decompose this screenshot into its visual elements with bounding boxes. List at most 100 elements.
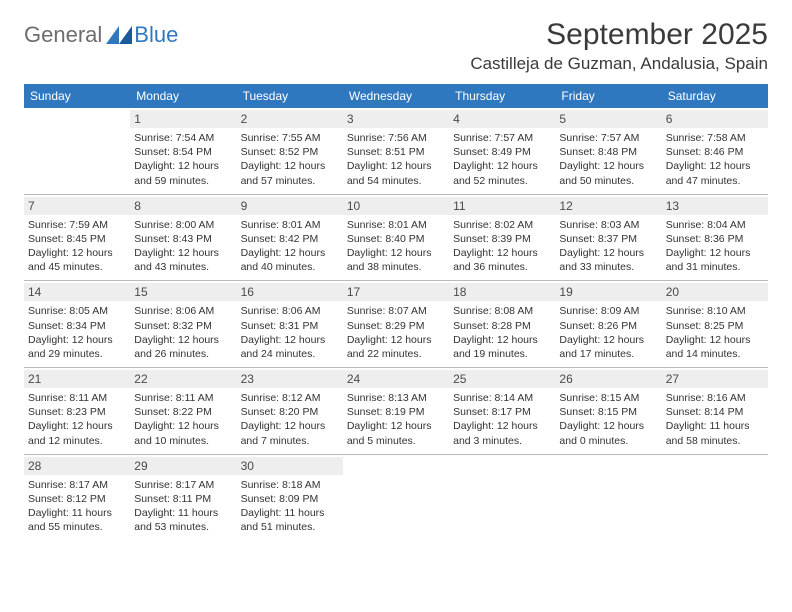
sunrise-line: Sunrise: 7:54 AM [134, 131, 232, 145]
daylight-line: Daylight: 11 hours [241, 506, 339, 520]
weekday-tuesday: Tuesday [237, 84, 343, 108]
sunset-line: Sunset: 8:49 PM [453, 145, 551, 159]
daylight-line: Daylight: 12 hours [241, 159, 339, 173]
logo-mark-icon [106, 26, 132, 44]
day-cell: 24Sunrise: 8:13 AMSunset: 8:19 PMDayligh… [343, 368, 449, 454]
daylight-line: Daylight: 12 hours [241, 419, 339, 433]
sunrise-line: Sunrise: 8:07 AM [347, 304, 445, 318]
sunset-line: Sunset: 8:23 PM [28, 405, 126, 419]
sunset-line: Sunset: 8:32 PM [134, 319, 232, 333]
sunrise-line: Sunrise: 8:03 AM [559, 218, 657, 232]
logo: General Blue [24, 22, 178, 48]
sunrise-line: Sunrise: 7:57 AM [453, 131, 551, 145]
sunrise-line: Sunrise: 8:17 AM [28, 478, 126, 492]
daylight-line: Daylight: 12 hours [347, 419, 445, 433]
day-number: 7 [24, 197, 130, 215]
daylight-line: Daylight: 12 hours [453, 333, 551, 347]
logo-text-1: General [24, 22, 102, 48]
daylight-line: and 14 minutes. [666, 347, 764, 361]
daylight-line: and 19 minutes. [453, 347, 551, 361]
week-row: 14Sunrise: 8:05 AMSunset: 8:34 PMDayligh… [24, 281, 768, 368]
daylight-line: and 50 minutes. [559, 174, 657, 188]
day-cell [449, 455, 555, 541]
daylight-line: and 26 minutes. [134, 347, 232, 361]
sunset-line: Sunset: 8:22 PM [134, 405, 232, 419]
sunset-line: Sunset: 8:28 PM [453, 319, 551, 333]
sunset-line: Sunset: 8:48 PM [559, 145, 657, 159]
day-number: 29 [130, 457, 236, 475]
sunrise-line: Sunrise: 7:58 AM [666, 131, 764, 145]
daylight-line: and 47 minutes. [666, 174, 764, 188]
daylight-line: Daylight: 12 hours [134, 246, 232, 260]
title-block: September 2025 Castilleja de Guzman, And… [470, 18, 768, 74]
sunrise-line: Sunrise: 8:09 AM [559, 304, 657, 318]
day-cell: 9Sunrise: 8:01 AMSunset: 8:42 PMDaylight… [237, 195, 343, 281]
day-cell: 13Sunrise: 8:04 AMSunset: 8:36 PMDayligh… [662, 195, 768, 281]
header: General Blue September 2025 Castilleja d… [24, 18, 768, 74]
day-number: 13 [662, 197, 768, 215]
sunset-line: Sunset: 8:40 PM [347, 232, 445, 246]
weekday-wednesday: Wednesday [343, 84, 449, 108]
sunset-line: Sunset: 8:51 PM [347, 145, 445, 159]
day-number: 5 [555, 110, 661, 128]
daylight-line: Daylight: 12 hours [666, 159, 764, 173]
daylight-line: and 17 minutes. [559, 347, 657, 361]
sunset-line: Sunset: 8:54 PM [134, 145, 232, 159]
day-number: 2 [237, 110, 343, 128]
day-cell: 22Sunrise: 8:11 AMSunset: 8:22 PMDayligh… [130, 368, 236, 454]
daylight-line: Daylight: 12 hours [453, 159, 551, 173]
daylight-line: and 33 minutes. [559, 260, 657, 274]
daylight-line: and 10 minutes. [134, 434, 232, 448]
daylight-line: Daylight: 12 hours [453, 246, 551, 260]
day-cell: 8Sunrise: 8:00 AMSunset: 8:43 PMDaylight… [130, 195, 236, 281]
daylight-line: Daylight: 12 hours [559, 333, 657, 347]
sunset-line: Sunset: 8:25 PM [666, 319, 764, 333]
day-cell: 12Sunrise: 8:03 AMSunset: 8:37 PMDayligh… [555, 195, 661, 281]
sunset-line: Sunset: 8:14 PM [666, 405, 764, 419]
daylight-line: Daylight: 12 hours [134, 419, 232, 433]
daylight-line: Daylight: 11 hours [134, 506, 232, 520]
sunrise-line: Sunrise: 7:59 AM [28, 218, 126, 232]
sunset-line: Sunset: 8:31 PM [241, 319, 339, 333]
sunrise-line: Sunrise: 8:01 AM [241, 218, 339, 232]
day-cell: 3Sunrise: 7:56 AMSunset: 8:51 PMDaylight… [343, 108, 449, 194]
calendar: Sunday Monday Tuesday Wednesday Thursday… [24, 84, 768, 540]
sunset-line: Sunset: 8:09 PM [241, 492, 339, 506]
daylight-line: Daylight: 12 hours [347, 333, 445, 347]
daylight-line: Daylight: 12 hours [28, 333, 126, 347]
daylight-line: and 29 minutes. [28, 347, 126, 361]
week-row: 21Sunrise: 8:11 AMSunset: 8:23 PMDayligh… [24, 368, 768, 455]
sunrise-line: Sunrise: 8:12 AM [241, 391, 339, 405]
day-number: 28 [24, 457, 130, 475]
day-number: 4 [449, 110, 555, 128]
week-row: 7Sunrise: 7:59 AMSunset: 8:45 PMDaylight… [24, 195, 768, 282]
day-cell [24, 108, 130, 194]
day-number: 1 [130, 110, 236, 128]
day-number: 18 [449, 283, 555, 301]
logo-text-2: Blue [134, 22, 178, 48]
sunset-line: Sunset: 8:46 PM [666, 145, 764, 159]
day-cell: 26Sunrise: 8:15 AMSunset: 8:15 PMDayligh… [555, 368, 661, 454]
sunrise-line: Sunrise: 7:57 AM [559, 131, 657, 145]
daylight-line: and 54 minutes. [347, 174, 445, 188]
day-number: 25 [449, 370, 555, 388]
daylight-line: and 57 minutes. [241, 174, 339, 188]
sunrise-line: Sunrise: 8:02 AM [453, 218, 551, 232]
daylight-line: Daylight: 12 hours [559, 246, 657, 260]
day-cell: 21Sunrise: 8:11 AMSunset: 8:23 PMDayligh… [24, 368, 130, 454]
sunset-line: Sunset: 8:12 PM [28, 492, 126, 506]
sunset-line: Sunset: 8:37 PM [559, 232, 657, 246]
daylight-line: and 36 minutes. [453, 260, 551, 274]
daylight-line: and 3 minutes. [453, 434, 551, 448]
day-number: 24 [343, 370, 449, 388]
sunrise-line: Sunrise: 8:08 AM [453, 304, 551, 318]
weekday-saturday: Saturday [662, 84, 768, 108]
day-number: 10 [343, 197, 449, 215]
day-cell: 6Sunrise: 7:58 AMSunset: 8:46 PMDaylight… [662, 108, 768, 194]
weekday-sunday: Sunday [24, 84, 130, 108]
sunset-line: Sunset: 8:26 PM [559, 319, 657, 333]
weekday-friday: Friday [555, 84, 661, 108]
week-row: 28 Sunrise: 8:17 AMSunset: 8:12 PM Dayligh… [24, 455, 768, 541]
day-number: 17 [343, 283, 449, 301]
sunrise-line: Sunrise: 8:04 AM [666, 218, 764, 232]
